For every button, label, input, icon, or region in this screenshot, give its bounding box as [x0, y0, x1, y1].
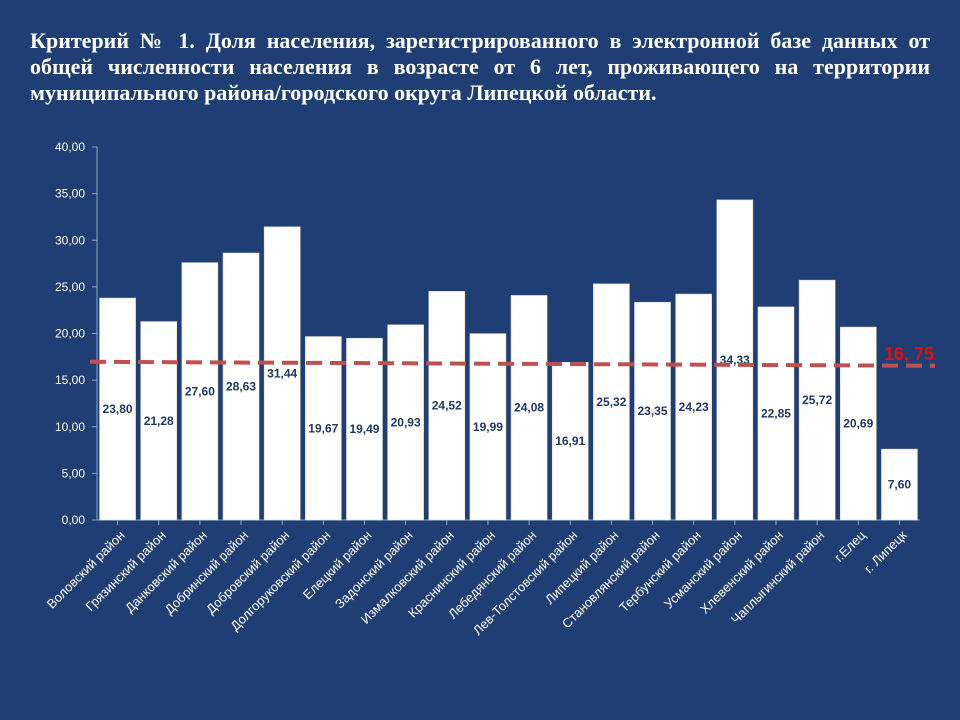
bar-value-label: 25,72 — [802, 393, 832, 407]
bar — [263, 226, 301, 521]
bar — [716, 199, 754, 521]
bar — [181, 262, 219, 521]
bar-value-label: 19,67 — [308, 421, 338, 435]
bar — [551, 362, 589, 521]
bar-value-label: 23,35 — [638, 404, 668, 418]
x-category-label: г. Липецк — [861, 527, 910, 576]
reference-line-label: 16, 75 — [884, 344, 934, 364]
bar-value-label: 22,85 — [761, 406, 791, 420]
bar-value-label: 27,60 — [185, 384, 215, 398]
bar — [305, 336, 342, 521]
bar — [99, 297, 136, 521]
y-tick-label: 25,00 — [55, 280, 85, 294]
bar-value-label: 24,52 — [432, 399, 462, 413]
bar-value-label: 20,69 — [843, 417, 873, 431]
bar-value-label: 28,63 — [226, 380, 256, 394]
y-tick-label: 0,00 — [62, 513, 86, 527]
bar-value-label: 24,23 — [679, 400, 709, 414]
bar-value-label: 20,93 — [391, 415, 421, 429]
bar-value-label: 7,60 — [888, 478, 912, 492]
bar-value-label: 19,99 — [473, 420, 503, 434]
slide-title: Критерий № 1. Доля населения, зарегистри… — [30, 28, 930, 105]
bar — [593, 283, 630, 521]
bar — [798, 279, 836, 521]
bar-value-label: 19,49 — [349, 422, 379, 436]
bar-value-label: 25,32 — [596, 395, 626, 409]
bar — [510, 295, 548, 521]
bar-value-label: 16,91 — [555, 434, 585, 448]
bar — [881, 448, 918, 521]
bar — [222, 252, 260, 521]
y-tick-label: 35,00 — [55, 187, 85, 201]
y-tick-label: 30,00 — [55, 233, 85, 247]
bar — [140, 321, 178, 521]
x-category-label: Липецкий район — [542, 528, 622, 608]
y-tick-label: 10,00 — [55, 420, 85, 434]
bar — [839, 326, 877, 521]
y-tick-label: 40,00 — [55, 140, 85, 154]
bar-value-label: 21,28 — [144, 414, 174, 428]
bar-value-label: 31,44 — [267, 366, 297, 380]
bar — [757, 306, 795, 521]
bar — [346, 337, 383, 521]
bar-value-label: 23,80 — [103, 402, 133, 416]
reference-line — [89, 359, 936, 368]
y-tick-label: 5,00 — [62, 466, 86, 480]
bar — [428, 291, 466, 521]
x-category-label: г.Елец — [831, 527, 869, 565]
y-tick-label: 20,00 — [55, 327, 85, 341]
bar — [634, 301, 671, 521]
y-tick-label: 15,00 — [55, 373, 85, 387]
bar-value-label: 24,08 — [514, 401, 544, 415]
bar — [387, 324, 424, 521]
